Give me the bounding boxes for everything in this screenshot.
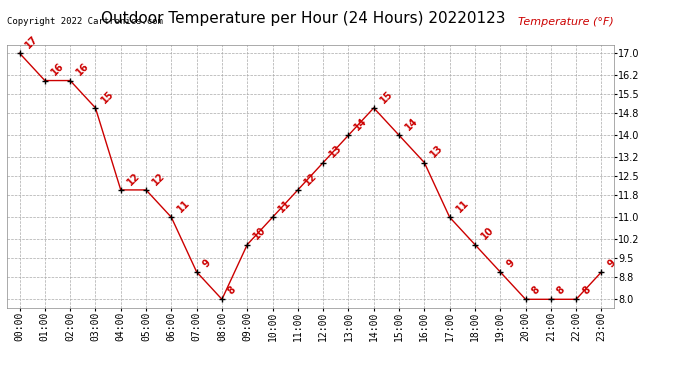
Text: 10: 10 [251,225,268,242]
Text: 17: 17 [23,34,40,50]
Text: 11: 11 [175,198,192,214]
Text: 8: 8 [580,285,592,297]
Text: 14: 14 [353,116,369,132]
Text: 13: 13 [327,143,344,160]
Text: 9: 9 [504,257,516,269]
Text: 12: 12 [150,171,167,187]
Text: 8: 8 [530,285,542,297]
Text: 15: 15 [99,88,116,105]
Text: 12: 12 [125,171,141,187]
Text: 10: 10 [479,225,495,242]
Text: 11: 11 [277,198,293,214]
Text: Copyright 2022 Cartronics.com: Copyright 2022 Cartronics.com [7,17,163,26]
Text: 8: 8 [226,285,238,297]
Text: 14: 14 [403,116,420,132]
Text: 11: 11 [454,198,471,214]
Text: 12: 12 [302,171,319,187]
Text: 8: 8 [555,285,567,297]
Text: 9: 9 [606,257,618,269]
Text: 15: 15 [378,88,395,105]
Text: 9: 9 [201,257,213,269]
Text: 16: 16 [75,61,91,78]
Text: 13: 13 [428,143,445,160]
Text: 16: 16 [49,61,66,78]
Text: Temperature (°F): Temperature (°F) [518,17,614,27]
Text: Outdoor Temperature per Hour (24 Hours) 20220123: Outdoor Temperature per Hour (24 Hours) … [101,11,506,26]
